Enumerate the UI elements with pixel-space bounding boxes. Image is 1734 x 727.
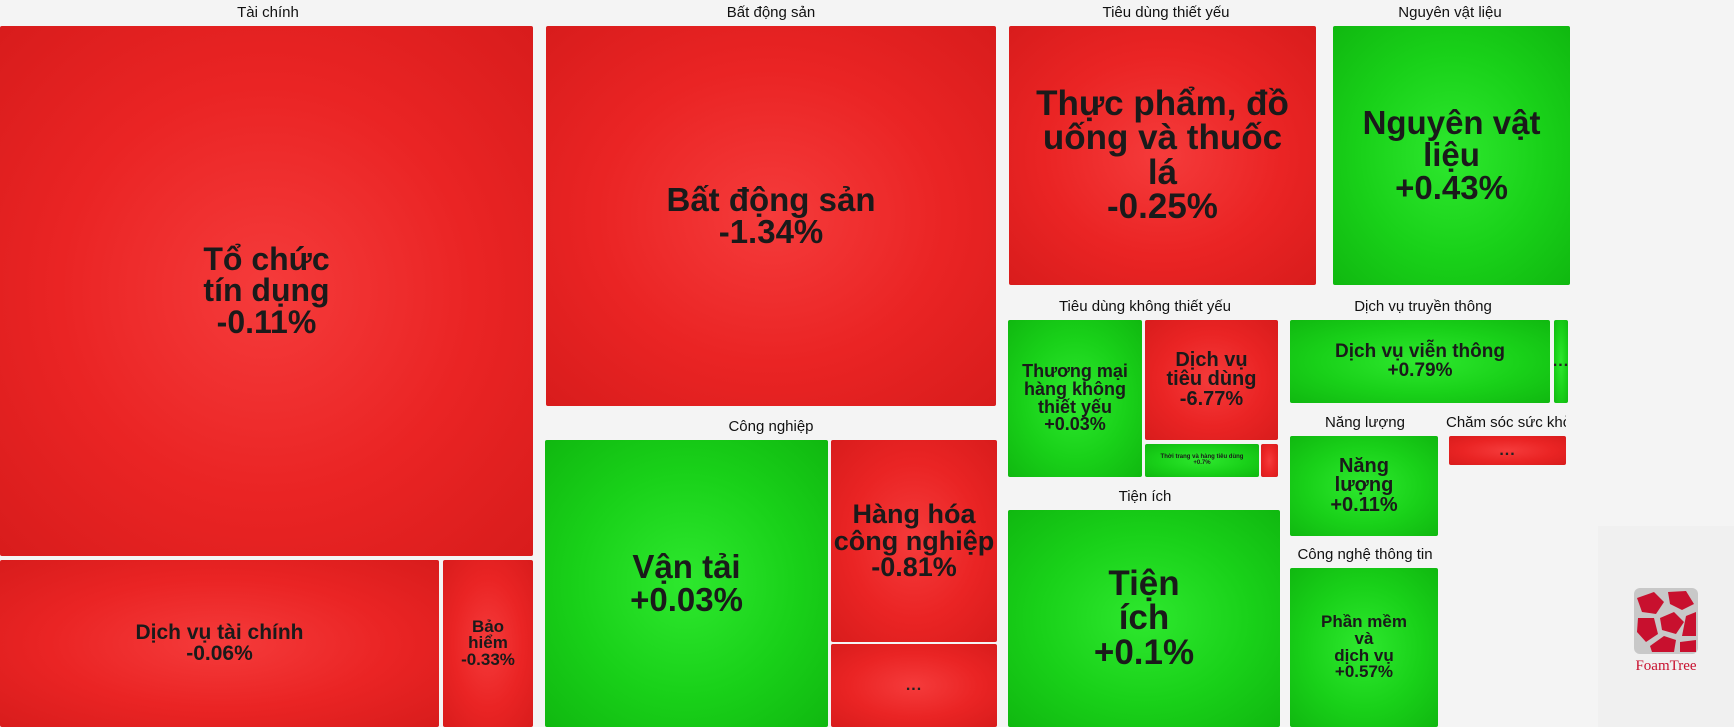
tile-value: -0.33% [461, 649, 515, 669]
treemap-tile[interactable]: Dịch vụ tiêu dùng -6.77% [1145, 320, 1278, 440]
treemap-tile[interactable]: Hàng hóa công nghiệp -0.81% [831, 440, 997, 642]
tile-label: Năng [1338, 454, 1389, 477]
foamtree-logo-text: FoamTree [1635, 658, 1697, 674]
tile-value: +0.43% [1395, 168, 1508, 206]
tile-value: -0.06% [186, 641, 253, 665]
tile-value: +0.1% [1093, 632, 1195, 672]
tile-value: -1.34% [718, 213, 824, 250]
tile-label: Thời trang và hàng tiêu dùng [1160, 453, 1244, 460]
treemap-tile[interactable]: Thời trang và hàng tiêu dùng +0.7% [1145, 444, 1259, 477]
tile-label: Vận tải [632, 548, 741, 586]
tile-value: +0.79% [1387, 359, 1453, 381]
group-title: Tiện ích [1118, 488, 1172, 505]
tile-label: dịch vụ [1334, 645, 1394, 665]
treemap-tile[interactable]: Tiện ích +0.1% [1008, 510, 1280, 727]
treemap-tile[interactable]: Bảo hiểm -0.33% [443, 560, 533, 727]
tile-label: Nguyên vật [1362, 104, 1541, 141]
tile-more-ellipsis: ... [905, 676, 923, 694]
treemap-tile[interactable]: ... [1554, 320, 1568, 403]
tile-value: +0.57% [1334, 662, 1394, 682]
tile-value: +0.03% [1044, 414, 1106, 435]
tile-label: Bảo [471, 616, 505, 636]
group-title: Công nghệ thông tin [1297, 546, 1433, 563]
treemap-tile[interactable]: Năng lượng +0.11% [1290, 436, 1438, 536]
tile-label: uống và thuốc [1042, 118, 1283, 158]
tile-label: Phần mềm [1321, 612, 1407, 632]
group-title: Chăm sóc sức khỏe [1446, 414, 1566, 431]
group-cong-nghe-thong-tin[interactable]: Công nghệ thông tin Phần mềm và dịch vụ +0.5… [1288, 542, 1442, 727]
group-title: Tài chính [237, 4, 299, 21]
tile-label: và [1354, 628, 1374, 648]
group-title: Bất động sản [726, 4, 816, 21]
treemap-tile[interactable]: Nguyên vật liệu +0.43% [1333, 26, 1570, 285]
tile-label: lá [1147, 152, 1178, 192]
treemap-tile[interactable]: Tổ chức tín dụng -0.11% [0, 26, 533, 556]
tile-label: Bất động sản [666, 180, 876, 218]
tile-more-ellipsis: ... [1499, 441, 1516, 459]
group-nguyen-vat-lieu[interactable]: Nguyên vật liệu Nguyên vật liệu +0.43% [1330, 0, 1570, 288]
tile-label: tín dụng [203, 272, 330, 309]
tile-label: hiểm [468, 633, 508, 653]
treemap-tile[interactable]: Dịch vụ viễn thông +0.79% [1290, 320, 1550, 403]
treemap-tile[interactable]: Dịch vụ tài chính -0.06% [0, 560, 439, 727]
tile-value: -6.77% [1179, 387, 1244, 410]
tile-label: Dịch vụ viễn thông [1335, 340, 1505, 362]
treemap-tile[interactable]: ... [1449, 436, 1566, 465]
group-nang-luong[interactable]: Năng lượng Năng lượng +0.11% [1288, 410, 1442, 538]
treemap-tile[interactable]: ... [831, 644, 997, 727]
group-bat-dong-san[interactable]: Bất động sản Bất động sản -1.34% [542, 0, 1000, 408]
foamtree-logo-icon [1634, 588, 1698, 654]
tile-label: hàng không [1024, 378, 1126, 399]
tile-label: Dịch vụ [1175, 348, 1248, 371]
group-tieu-dung-khong-thiet-yeu[interactable]: Tiêu dùng không thiết yếu Thương mại hàng … [1006, 294, 1284, 480]
tile-value: -0.11% [216, 303, 317, 340]
tile-label: Hàng hóa [852, 499, 976, 530]
group-title: Tiêu dùng không thiết yếu [1058, 298, 1232, 315]
group-tai-chinh[interactable]: Tài chính Tổ chức tín dụng -0.11% Dịch vụ tà… [0, 0, 536, 727]
tile-value: +0.11% [1330, 493, 1398, 516]
group-tien-ich[interactable]: Tiện ích Tiện ích +0.1% [1006, 484, 1284, 727]
group-cong-nghiep[interactable]: Công nghiệp Vận tải +0.03% Hàng hóa công ngh… [542, 414, 1000, 727]
tile-label: Dịch vụ tài chính [135, 620, 304, 644]
group-dich-vu-truyen-thong[interactable]: Dịch vụ truyền thông Dịch vụ viễn thông +0… [1288, 294, 1568, 406]
tile-value: -0.25% [1107, 186, 1218, 226]
group-tieu-dung-thiet-yeu[interactable]: Tiêu dùng thiết yếu Thực phẩm, đồ uống và … [1006, 0, 1326, 288]
foamtree-logo[interactable]: FoamTree [1598, 526, 1734, 727]
treemap-tile[interactable]: Bất động sản -1.34% [546, 26, 996, 406]
tile-label: tiêu dùng [1166, 368, 1257, 391]
group-title: Dịch vụ truyền thông [1354, 298, 1492, 315]
group-title: Nguyên vật liệu [1398, 4, 1502, 21]
tile-label: Thương mại [1022, 361, 1128, 382]
group-title: Công nghiệp [728, 418, 814, 435]
treemap-tile[interactable] [1261, 444, 1278, 477]
tile-label: Tổ chức [203, 240, 330, 277]
tile-more-ellipsis: ... [1554, 352, 1568, 370]
tile-label: công nghiệp [833, 525, 995, 556]
tile-value: +0.03% [630, 580, 743, 618]
tile-label: lượng [1334, 474, 1394, 497]
tile-value: -0.81% [871, 552, 957, 583]
tile-value: +0.7% [1193, 459, 1211, 466]
group-title: Năng lượng [1325, 414, 1405, 431]
treemap-tile[interactable]: Phần mềm và dịch vụ +0.57% [1290, 568, 1438, 727]
tile-label: thiết yếu [1037, 396, 1112, 417]
group-cham-soc-suc-khoe[interactable]: Chăm sóc sức khỏe... [1446, 410, 1566, 478]
treemap-tile[interactable]: Thương mại hàng không thiết yếu +0.03% [1008, 320, 1142, 477]
tile-label: Tiện [1108, 564, 1180, 604]
tile-label: ích [1118, 598, 1170, 638]
group-title: Tiêu dùng thiết yếu [1102, 4, 1230, 21]
tile-label: Thực phẩm, đồ [1036, 83, 1289, 123]
treemap-tile[interactable]: Thực phẩm, đồ uống và thuốc lá -0.25% [1009, 26, 1316, 285]
treemap-tile[interactable]: Vận tải +0.03% [545, 440, 828, 727]
tile-label: liệu [1423, 136, 1480, 174]
